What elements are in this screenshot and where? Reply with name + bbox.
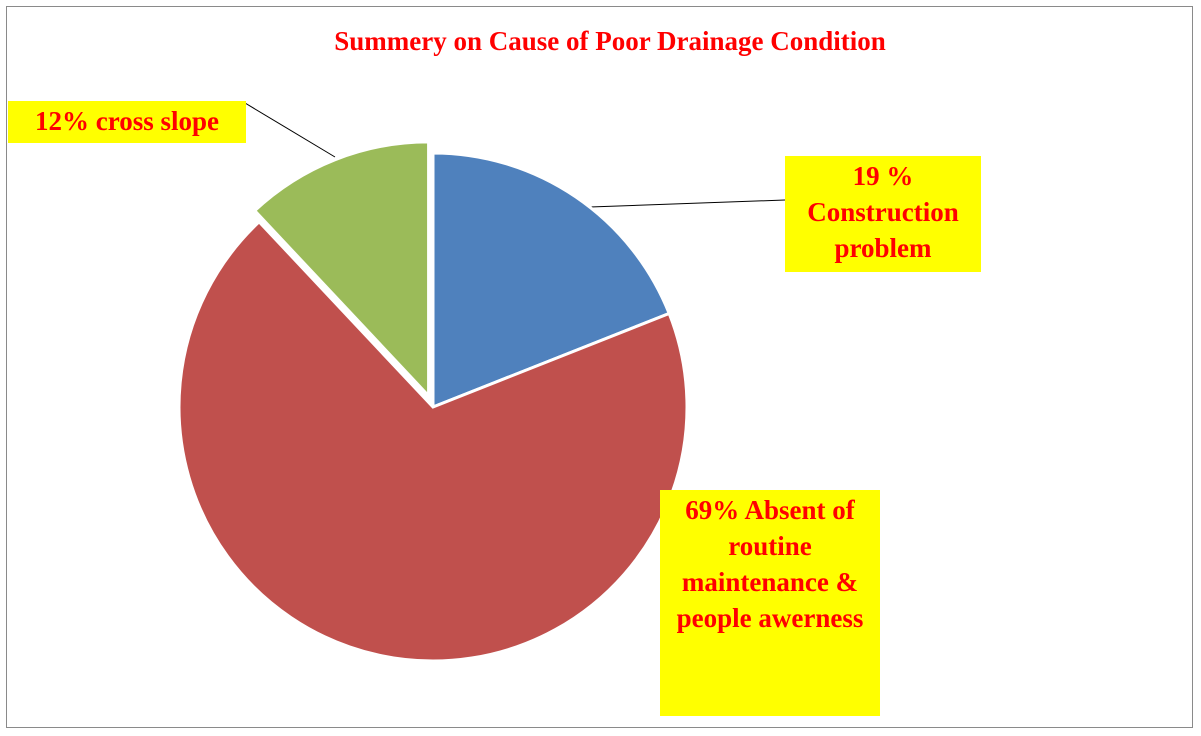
pie-slice <box>177 219 689 663</box>
chart-title: Summery on Cause of Poor Drainage Condit… <box>334 26 886 56</box>
pie-slice <box>431 151 672 410</box>
data-label: 69% Absent of routine maintenance & peop… <box>660 490 880 716</box>
chart-frame <box>6 6 1193 728</box>
leader-line <box>589 199 786 208</box>
leader-line <box>240 102 336 158</box>
data-label: 12% cross slope <box>8 101 246 143</box>
data-label: 19 % Construction problem <box>785 156 981 272</box>
pie-slice <box>252 140 431 400</box>
